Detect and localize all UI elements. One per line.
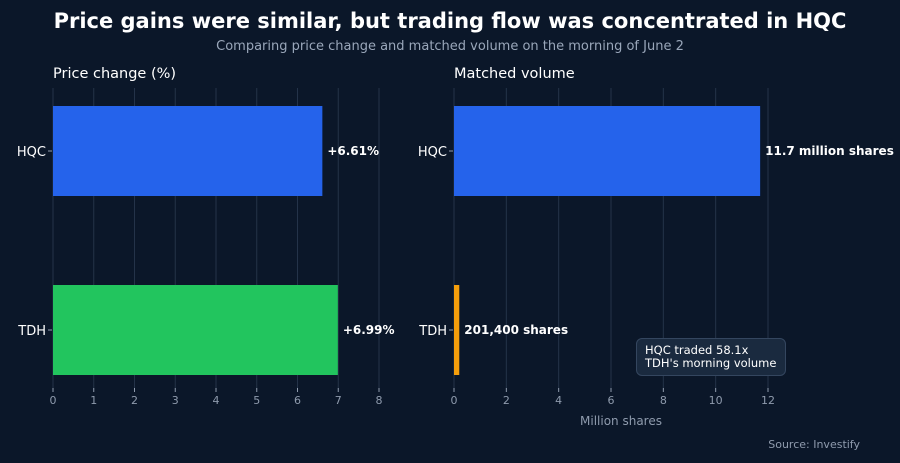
price-x-tick-label: 4 (213, 394, 220, 407)
price-category-label-hqc: HQC (17, 145, 46, 160)
volume-bar-hqc (454, 106, 761, 196)
volume-category-label-tdh: TDH (418, 324, 447, 339)
price-panel-title: Price change (%) (53, 66, 177, 82)
volume-bar-tdh (454, 285, 460, 375)
volume-data-label-tdh: 201,400 shares (464, 323, 568, 337)
volume-annotation: HQC traded 58.1x TDH's morning volume (636, 338, 786, 376)
price-x-tick-label: 5 (253, 394, 260, 407)
volume-x-tick-label: 4 (555, 394, 562, 407)
price-x-tick-label: 2 (131, 394, 138, 407)
volume-category-label-hqc: HQC (418, 145, 447, 160)
price-x-tick-label: 6 (294, 394, 301, 407)
chart-subtitle: Comparing price change and matched volum… (216, 39, 684, 54)
price-category-label-tdh: TDH (17, 324, 46, 339)
volume-x-tick-label: 6 (608, 394, 615, 407)
price-bar-hqc (53, 106, 323, 196)
price-x-tick-label: 8 (376, 394, 383, 407)
volume-data-label-hqc: 11.7 million shares (765, 144, 894, 158)
price-x-tick-label: 0 (50, 394, 57, 407)
price-x-tick-label: 1 (90, 394, 97, 407)
price-x-tick-label: 3 (172, 394, 179, 407)
volume-panel-title: Matched volume (454, 66, 575, 82)
chart-title: Price gains were similar, but trading fl… (53, 9, 847, 33)
volume-x-tick-label: 10 (709, 394, 723, 407)
price-x-tick-label: 7 (335, 394, 342, 407)
price-data-label-tdh: +6.99% (343, 323, 395, 337)
volume-x-tick-label: 2 (503, 394, 510, 407)
volume-x-tick-label: 12 (761, 394, 775, 407)
source-note: Source: Investify (768, 438, 860, 451)
volume-x-tick-label: 0 (451, 394, 458, 407)
price-data-label-hqc: +6.61% (327, 144, 379, 158)
volume-x-tick-label: 8 (660, 394, 667, 407)
price-bar-tdh (53, 285, 338, 375)
volume-x-axis-title: Million shares (580, 414, 662, 428)
